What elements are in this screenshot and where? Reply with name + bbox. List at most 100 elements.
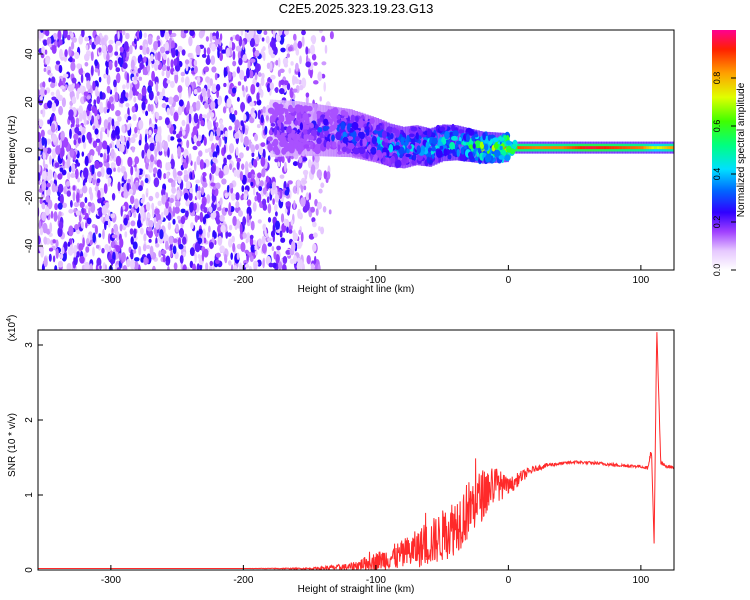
heatmap-cell xyxy=(261,72,265,79)
heatmap-cell xyxy=(237,81,242,86)
heatmap-cell xyxy=(223,157,227,165)
heatmap-cell xyxy=(228,202,232,213)
heatmap-cell xyxy=(204,148,209,153)
heatmap-cell xyxy=(332,108,338,114)
heatmap-cell xyxy=(189,30,195,37)
heatmap-cell xyxy=(301,36,305,47)
heatmap-cell xyxy=(305,192,310,201)
heatmap-cell xyxy=(153,177,160,188)
heatmap-cell xyxy=(202,114,208,119)
y-tick-label: 0 xyxy=(24,147,35,153)
heatmap-cell xyxy=(79,125,83,132)
heatmap-cell xyxy=(167,221,172,231)
heatmap-cell xyxy=(42,153,46,160)
heatmap-cell xyxy=(51,183,56,193)
heatmap-cell xyxy=(296,257,301,263)
heatmap-cell xyxy=(267,107,275,114)
heatmap-cell xyxy=(132,160,135,166)
heatmap-cell xyxy=(81,30,85,38)
heatmap-cell xyxy=(213,231,217,239)
heatmap-cell xyxy=(263,30,268,35)
heatmap-cell xyxy=(122,30,126,36)
heatmap-cell xyxy=(577,146,581,150)
heatmap-cell xyxy=(118,143,122,152)
heatmap-cell xyxy=(270,230,276,238)
heatmap-cell xyxy=(77,137,81,144)
heatmap-cell xyxy=(347,136,354,141)
heatmap-cell xyxy=(280,213,285,223)
heatmap-cell xyxy=(330,106,335,157)
heatmap-cell xyxy=(66,157,71,168)
heatmap-cell xyxy=(170,59,174,68)
heatmap-cell xyxy=(240,102,246,112)
heatmap-cell xyxy=(373,154,378,161)
heatmap-cell xyxy=(138,76,143,81)
heatmap-cell xyxy=(240,30,244,36)
heatmap-cell xyxy=(243,136,249,147)
heatmap-cell xyxy=(196,123,200,129)
heatmap-cell xyxy=(219,123,224,132)
heatmap-cell xyxy=(288,229,293,234)
heatmap-cell xyxy=(164,41,169,51)
heatmap-cell xyxy=(142,46,148,56)
heatmap-cell xyxy=(342,136,349,144)
heatmap-cell xyxy=(310,129,317,136)
heatmap-cell xyxy=(206,47,211,55)
heatmap-cell xyxy=(311,217,316,223)
heatmap-cell xyxy=(179,227,184,238)
heatmap-cell xyxy=(104,264,108,270)
heatmap-cell xyxy=(86,95,91,100)
heatmap-cell xyxy=(73,138,77,146)
heatmap-cell xyxy=(137,93,143,101)
heatmap-cell xyxy=(229,113,233,120)
x-tick-label: -200 xyxy=(233,275,253,286)
heatmap-cell xyxy=(51,44,57,54)
heatmap-cell xyxy=(219,33,223,41)
heatmap-cell xyxy=(198,190,201,201)
heatmap-cell xyxy=(654,146,658,150)
heatmap-cell xyxy=(70,32,74,39)
heatmap-cell xyxy=(217,97,221,107)
heatmap-cell xyxy=(260,89,264,98)
heatmap-cell xyxy=(164,97,170,103)
heatmap-cell xyxy=(250,220,255,231)
heatmap-cell xyxy=(217,235,223,246)
x-tick-label: -300 xyxy=(101,275,121,286)
heatmap-cell xyxy=(61,97,66,108)
heatmap-cell xyxy=(59,193,64,205)
heatmap-cell xyxy=(362,138,368,147)
heatmap-cell xyxy=(310,44,315,55)
heatmap-cell xyxy=(165,50,170,55)
heatmap-cell xyxy=(322,125,328,132)
heatmap-cell xyxy=(261,243,267,254)
heatmap-cell xyxy=(186,114,189,125)
heatmap-cell xyxy=(235,45,242,52)
heatmap-cell xyxy=(145,201,151,212)
heatmap-cell xyxy=(211,83,217,93)
heatmap-cell xyxy=(98,141,103,150)
heatmap-cell xyxy=(96,178,101,184)
heatmap-cell xyxy=(117,31,120,40)
heatmap-cell xyxy=(619,146,623,150)
heatmap-cell xyxy=(297,141,303,150)
heatmap-cell xyxy=(656,146,660,150)
heatmap-cell xyxy=(389,133,394,140)
colorbar-tick-label: 0.4 xyxy=(712,168,722,181)
heatmap-cell xyxy=(300,232,304,243)
heatmap-cell xyxy=(302,157,308,162)
heatmap-cell xyxy=(212,156,218,163)
snr-multiplier: (x104) xyxy=(6,315,18,342)
heatmap-cell xyxy=(91,164,95,175)
heatmap-cell xyxy=(134,156,140,165)
heatmap-cell xyxy=(167,134,171,142)
heatmap-cell xyxy=(41,136,45,146)
heatmap-cell xyxy=(614,146,618,150)
heatmap-cell xyxy=(408,145,412,150)
heatmap-cell xyxy=(65,84,68,89)
heatmap-cell xyxy=(88,206,91,216)
heatmap-cell xyxy=(159,46,166,54)
heatmap-cell xyxy=(204,102,209,109)
heatmap-cell xyxy=(148,129,152,136)
heatmap-cell xyxy=(83,91,89,96)
heatmap-cell xyxy=(55,145,61,155)
